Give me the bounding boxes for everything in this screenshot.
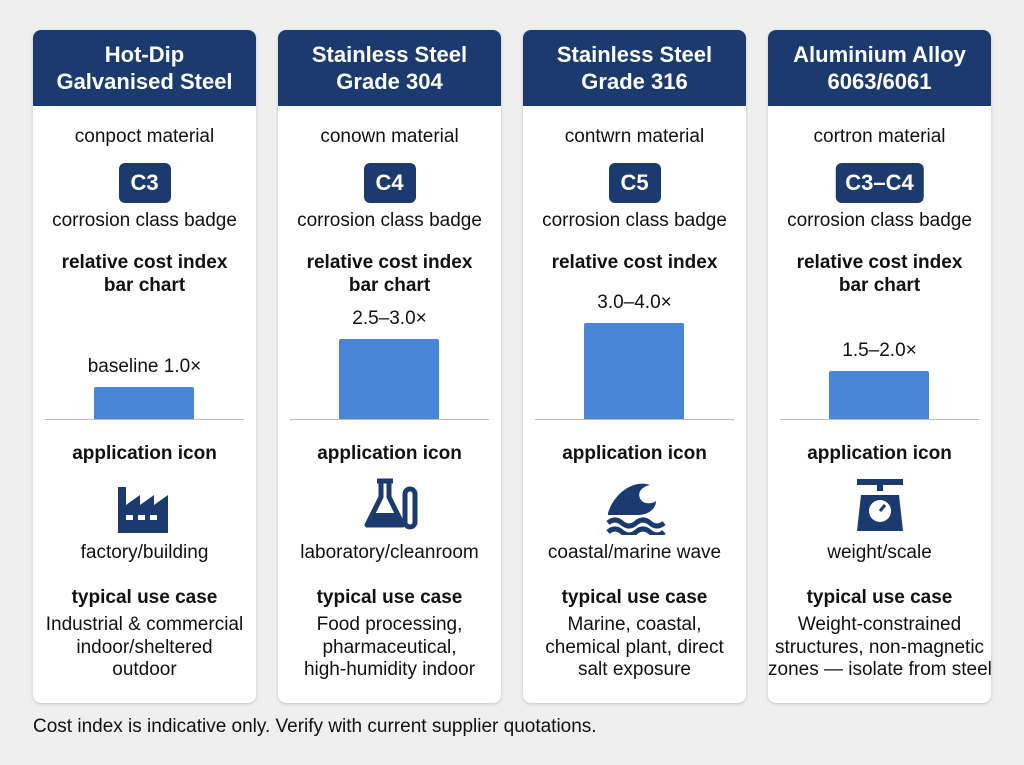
application-icon — [114, 473, 176, 540]
card-title-line: Stainless Steel — [311, 42, 468, 67]
card-title-line: Stainless Steel — [556, 42, 713, 67]
material-card: Aluminium Alloy 6063/6061 cortron material… — [768, 30, 991, 703]
card-title-line: Aluminium Alloy — [793, 42, 966, 67]
card-title-line: Hot-Dip — [104, 42, 185, 67]
use-heading: typical use case — [316, 587, 463, 608]
card-header: Stainless Steel Grade 304 — [278, 30, 501, 106]
corrosion-badge: C5 — [608, 163, 661, 203]
chart-label: bar chart — [103, 275, 186, 296]
corrosion-badge: C3 — [118, 163, 171, 203]
use-case-line: outdoor — [112, 659, 177, 680]
footer-note: Cost index is indicative only. Verify wi… — [33, 716, 597, 737]
card-header: Stainless Steel Grade 316 — [523, 30, 746, 106]
icon-caption: factory/building — [80, 542, 209, 563]
use-heading: typical use case — [71, 587, 218, 608]
cost-bar — [339, 339, 439, 419]
application-icon — [849, 473, 911, 540]
icon-heading: application icon — [807, 443, 952, 464]
material-note: conpoct material — [74, 126, 215, 147]
icon-caption: weight/scale — [827, 542, 932, 563]
chart-baseline — [290, 419, 489, 420]
material-card: Stainless Steel Grade 316 contwrn material… — [523, 30, 746, 703]
use-heading: typical use case — [806, 587, 953, 608]
use-case-line: high-humidity indoor — [303, 659, 476, 680]
material-card: Stainless Steel Grade 304 conown material C… — [278, 30, 501, 703]
use-case-line: pharmaceutical, — [322, 636, 457, 658]
chart-baseline — [45, 419, 244, 420]
badge-caption: corrosion class badge — [297, 210, 482, 231]
chart-label: relative cost index — [306, 252, 473, 273]
cost-label: baseline 1.0× — [87, 356, 202, 377]
icon-heading: application icon — [562, 443, 707, 464]
badge-caption: corrosion class badge — [52, 210, 237, 231]
chart-label: relative cost index — [796, 252, 963, 273]
corrosion-badge: C4 — [363, 163, 416, 203]
use-case-line: indoor/sheltered — [76, 636, 213, 658]
cost-label: 2.5–3.0× — [352, 308, 427, 329]
icon-heading: application icon — [72, 443, 217, 464]
card-title-line: Grade 316 — [581, 69, 688, 94]
corrosion-badge: C3–C4 — [835, 163, 924, 203]
application-icon — [604, 473, 666, 540]
use-case-line: salt exposure — [577, 659, 691, 680]
card-title-line: Grade 304 — [336, 69, 443, 94]
use-heading: typical use case — [561, 587, 708, 608]
use-case-line: Marine, coastal, — [567, 614, 702, 635]
cost-label: 1.5–2.0× — [842, 340, 917, 361]
badge-caption: corrosion class badge — [787, 210, 972, 231]
card-header: Aluminium Alloy 6063/6061 — [768, 30, 991, 106]
use-case-line: chemical plant, direct — [545, 636, 724, 658]
badge-caption: corrosion class badge — [542, 210, 727, 231]
material-note: conown material — [320, 126, 459, 147]
cost-bar — [829, 371, 929, 419]
use-case-line: structures, non-magnetic — [774, 636, 985, 658]
icon-caption: coastal/marine wave — [547, 542, 722, 563]
card-title-line: Galvanised Steel — [56, 69, 233, 94]
icon-caption: laboratory/cleanroom — [300, 542, 479, 563]
chart-label: bar chart — [348, 275, 431, 296]
material-note: cortron material — [813, 126, 946, 147]
card-header: Hot-Dip Galvanised Steel — [33, 30, 256, 106]
use-case-line: Industrial & commercial — [45, 614, 244, 635]
chart-baseline — [780, 419, 979, 420]
cost-bar — [94, 387, 194, 419]
use-case-line: Food processing, — [316, 614, 463, 635]
icon-heading: application icon — [317, 443, 462, 464]
chart-label: bar chart — [838, 275, 921, 296]
chart-baseline — [535, 419, 734, 420]
card-title-line: 6063/6061 — [827, 69, 932, 94]
use-case-line: zones — isolate from steel — [768, 659, 991, 680]
use-case-line: Weight-constrained — [797, 614, 962, 635]
chart-label: relative cost index — [61, 252, 228, 273]
cost-label: 3.0–4.0× — [597, 292, 672, 313]
application-icon — [359, 473, 421, 540]
material-note: contwrn material — [564, 126, 705, 147]
material-card: Hot-Dip Galvanised Steel conpoct material C… — [33, 30, 256, 703]
cost-bar — [584, 323, 684, 419]
chart-label: relative cost index — [551, 252, 718, 273]
